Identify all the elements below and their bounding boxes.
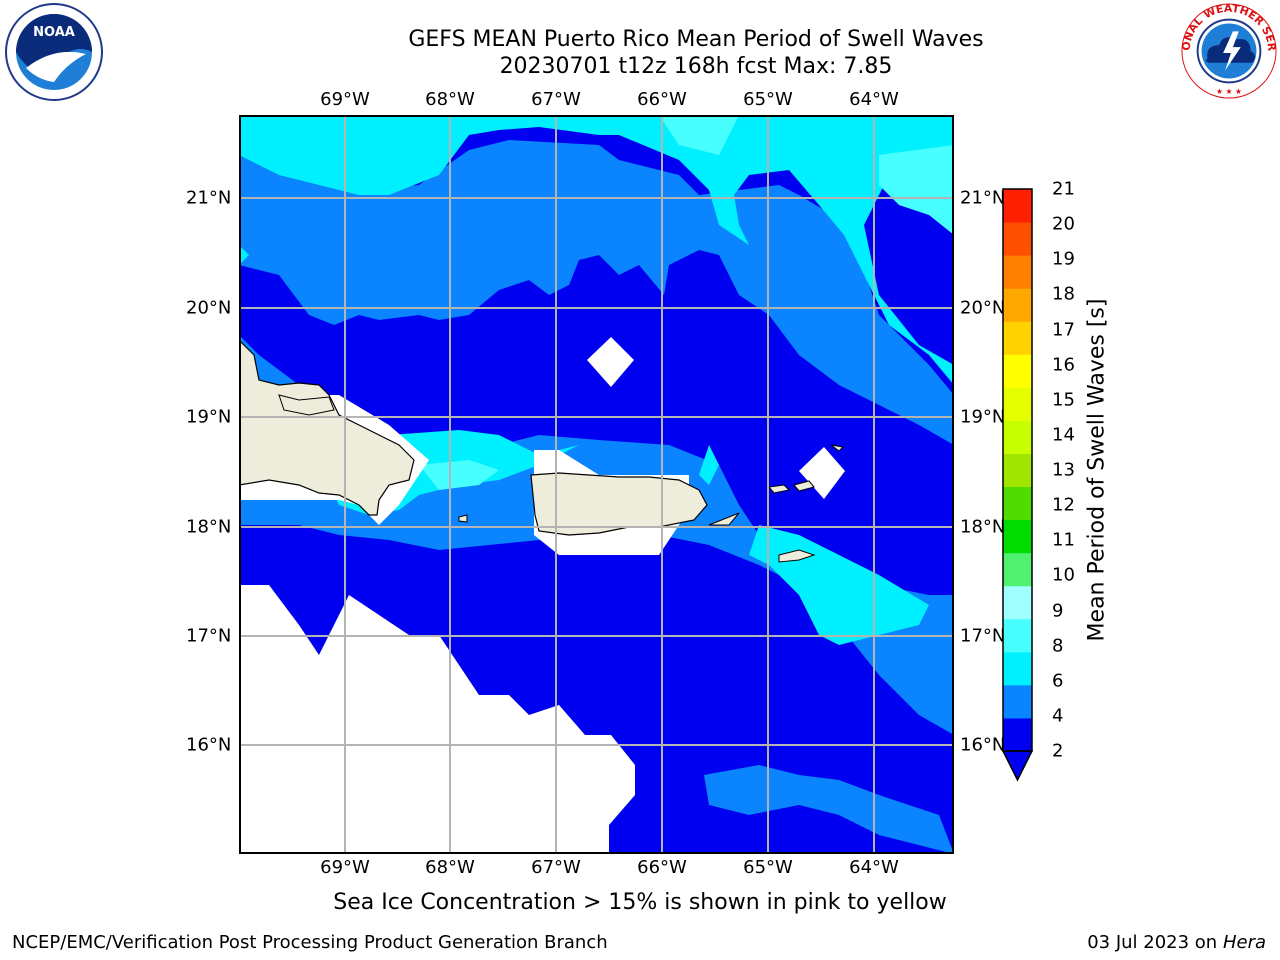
colorbar-tick-label: 20 xyxy=(1052,213,1075,235)
colorbar-tick-label: 15 xyxy=(1052,389,1075,411)
lon-label-top: 69°W xyxy=(320,89,370,110)
level-6-8-region xyxy=(699,445,719,485)
colorbar-tick-label: 2 xyxy=(1052,740,1064,762)
lat-label-right: 19°N xyxy=(960,406,1006,428)
level-4-6-region xyxy=(704,765,954,854)
lat-label-left: 20°N xyxy=(186,297,232,319)
colorbar-tick-label: 14 xyxy=(1052,424,1075,446)
grid-lines xyxy=(239,115,954,854)
land-small-island xyxy=(458,514,468,523)
colorbar-tick-label: 17 xyxy=(1052,319,1075,340)
colorbar-tick-label: 6 xyxy=(1052,670,1064,692)
colorbar-tick-label: 8 xyxy=(1052,635,1064,657)
lat-label-left: 21°N xyxy=(186,187,232,209)
noaa-logo-icon: NOAA xyxy=(5,3,103,101)
colorbar-tick-label: 13 xyxy=(1052,459,1075,481)
land-small-island xyxy=(708,512,740,526)
lon-label-top: 66°W xyxy=(637,89,687,110)
colorbar-cell xyxy=(1003,717,1032,752)
colorbar-label: Mean Period of Swell Waves [s] xyxy=(1084,298,1110,642)
colorbar-tick-label: 19 xyxy=(1052,248,1075,270)
lon-label-top: 67°W xyxy=(531,89,581,110)
colorbar-tick-label: 21 xyxy=(1052,178,1075,200)
lat-label-left: 18°N xyxy=(186,516,232,538)
svg-text:★ ★ ★: ★ ★ ★ xyxy=(1216,87,1242,96)
land-hispaniola-coast xyxy=(278,394,335,416)
colorbar-cell xyxy=(1003,453,1032,488)
swell-period-map xyxy=(239,115,954,854)
colorbar-cell xyxy=(1003,321,1032,355)
colorbar-cell xyxy=(1003,486,1032,521)
run-date: 03 Jul 2023 on Hera xyxy=(1087,932,1266,953)
lon-label-bottom: 66°W xyxy=(637,857,687,878)
lat-label-left: 16°N xyxy=(186,734,232,756)
lon-label-top: 68°W xyxy=(425,89,475,110)
land-small-island xyxy=(768,484,791,494)
land-st-croix xyxy=(778,549,816,563)
lon-label-bottom: 68°W xyxy=(425,857,475,878)
no-data-island-hole xyxy=(587,337,634,387)
lon-label-top: 65°W xyxy=(743,89,793,110)
colorbar-tick-label: 16 xyxy=(1052,354,1075,376)
colorbar-cell xyxy=(1003,519,1032,554)
level-4-6-region xyxy=(239,435,954,735)
level-6-8-region xyxy=(239,115,954,385)
colorbar-cell xyxy=(1003,651,1032,686)
svg-text:NOAA: NOAA xyxy=(33,25,75,40)
host-name: Hera xyxy=(1222,932,1266,953)
lat-label-right: 20°N xyxy=(960,297,1006,319)
colorbar-cell xyxy=(1003,189,1032,223)
colorbar-tick-label: 9 xyxy=(1052,600,1064,621)
lat-label-right: 21°N xyxy=(960,187,1006,209)
colorbar-cell xyxy=(1003,420,1032,454)
no-data-island-hole xyxy=(799,447,845,499)
lat-label-left: 19°N xyxy=(186,406,232,428)
colorbar-cell xyxy=(1003,288,1032,322)
level-4-6-region xyxy=(239,140,954,445)
land-hispaniola xyxy=(239,339,415,516)
colorbar-tick-label: 11 xyxy=(1052,529,1075,551)
colorbar xyxy=(1001,188,1034,782)
level-8-region xyxy=(419,460,499,490)
colorbar-cell xyxy=(1003,585,1032,620)
lat-label-right: 17°N xyxy=(960,625,1006,647)
chart-subtitle: 20230701 t12z 168h fcst Max: 7.85 xyxy=(499,54,893,79)
lat-label-right: 16°N xyxy=(960,734,1006,756)
level-6-8-region xyxy=(239,245,249,265)
land-small-island xyxy=(793,480,815,492)
colorbar-cell xyxy=(1003,222,1032,256)
lon-label-bottom: 65°W xyxy=(743,857,793,878)
level-8-region xyxy=(879,145,954,235)
colorbar-cell xyxy=(1003,354,1032,388)
level-8-region xyxy=(659,115,739,155)
lat-label-right: 18°N xyxy=(960,516,1006,538)
colorbar-tick-label: 12 xyxy=(1052,494,1075,516)
no-data-region xyxy=(239,585,505,854)
lat-label-left: 17°N xyxy=(186,625,232,647)
colorbar-cell xyxy=(1003,387,1032,421)
lon-label-bottom: 69°W xyxy=(320,857,370,878)
lon-label-bottom: 67°W xyxy=(531,857,581,878)
colorbar-cell xyxy=(1003,618,1032,653)
sea-ice-note: Sea Ice Concentration > 15% is shown in … xyxy=(333,890,947,915)
chart-title: GEFS MEAN Puerto Rico Mean Period of Swe… xyxy=(408,27,984,52)
colorbar-tick-label: 4 xyxy=(1052,705,1064,727)
colorbar-tick-label: 18 xyxy=(1052,283,1075,305)
colorbar-tick-label: 10 xyxy=(1052,564,1075,586)
colorbar-cell xyxy=(1003,552,1032,587)
lon-label-bottom: 64°W xyxy=(849,857,899,878)
land-small-island xyxy=(830,444,845,452)
lon-label-top: 64°W xyxy=(849,89,899,110)
nws-logo-icon: NATIONAL WEATHER SERVICE ★ ★ ★ xyxy=(1180,2,1278,99)
credit-text: NCEP/EMC/Verification Post Processing Pr… xyxy=(12,932,608,953)
colorbar-cell xyxy=(1003,684,1032,719)
colorbar-cell xyxy=(1003,255,1032,289)
